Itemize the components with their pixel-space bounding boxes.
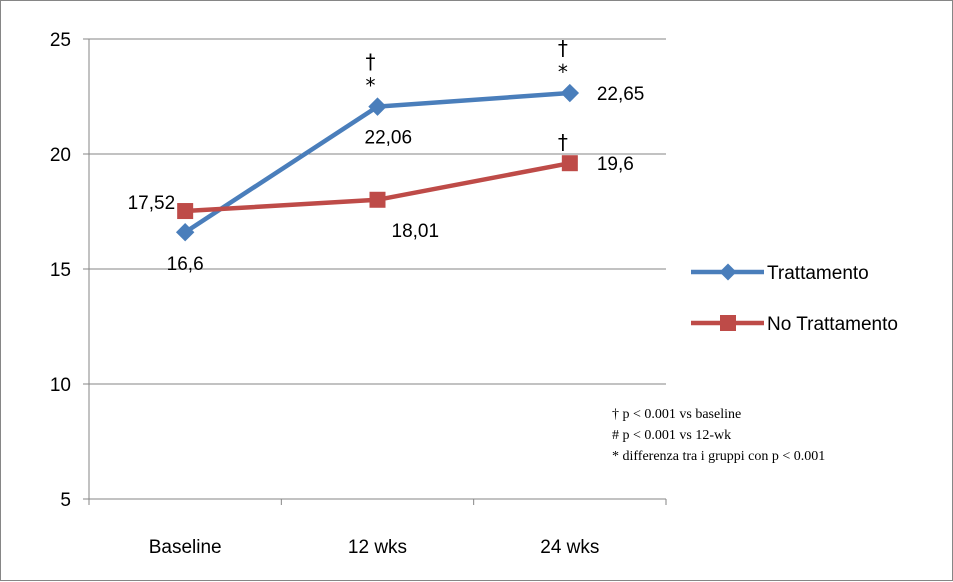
significance-mark: † <box>558 130 568 154</box>
data-point-marker <box>370 192 386 208</box>
legend-marker <box>720 315 736 331</box>
y-tick-label: 20 <box>50 145 71 166</box>
data-label: 22,06 <box>365 128 413 149</box>
y-tick-label: 5 <box>60 490 71 511</box>
significance-mark: † <box>366 50 376 74</box>
footnote: † p < 0.001 vs baseline <box>612 407 741 422</box>
significance-mark: * <box>558 60 568 84</box>
legend-label: Trattamento <box>767 263 869 284</box>
data-label: 16,6 <box>167 254 204 275</box>
y-tick-label: 25 <box>50 30 71 51</box>
y-tick-label: 10 <box>50 375 71 396</box>
footnote: # p < 0.001 vs 12-wk <box>612 428 731 443</box>
x-tick-label: Baseline <box>149 537 222 558</box>
data-label: 18,01 <box>392 221 440 242</box>
legend-marker <box>720 264 737 281</box>
data-point-marker <box>561 85 578 102</box>
significance-mark: † <box>558 36 568 60</box>
legend-label: No Trattamento <box>767 314 898 335</box>
data-point-marker <box>562 155 578 171</box>
footnote: * differenza tra i gruppi con p < 0.001 <box>612 449 825 464</box>
data-point-marker <box>177 203 193 219</box>
x-tick-label: 12 wks <box>348 537 407 558</box>
data-label: 19,6 <box>597 154 634 175</box>
x-tick-label: 24 wks <box>540 537 599 558</box>
data-label: 22,65 <box>597 84 645 105</box>
data-label: 17,52 <box>128 193 176 214</box>
significance-mark: * <box>366 74 376 98</box>
y-tick-label: 15 <box>50 260 71 281</box>
